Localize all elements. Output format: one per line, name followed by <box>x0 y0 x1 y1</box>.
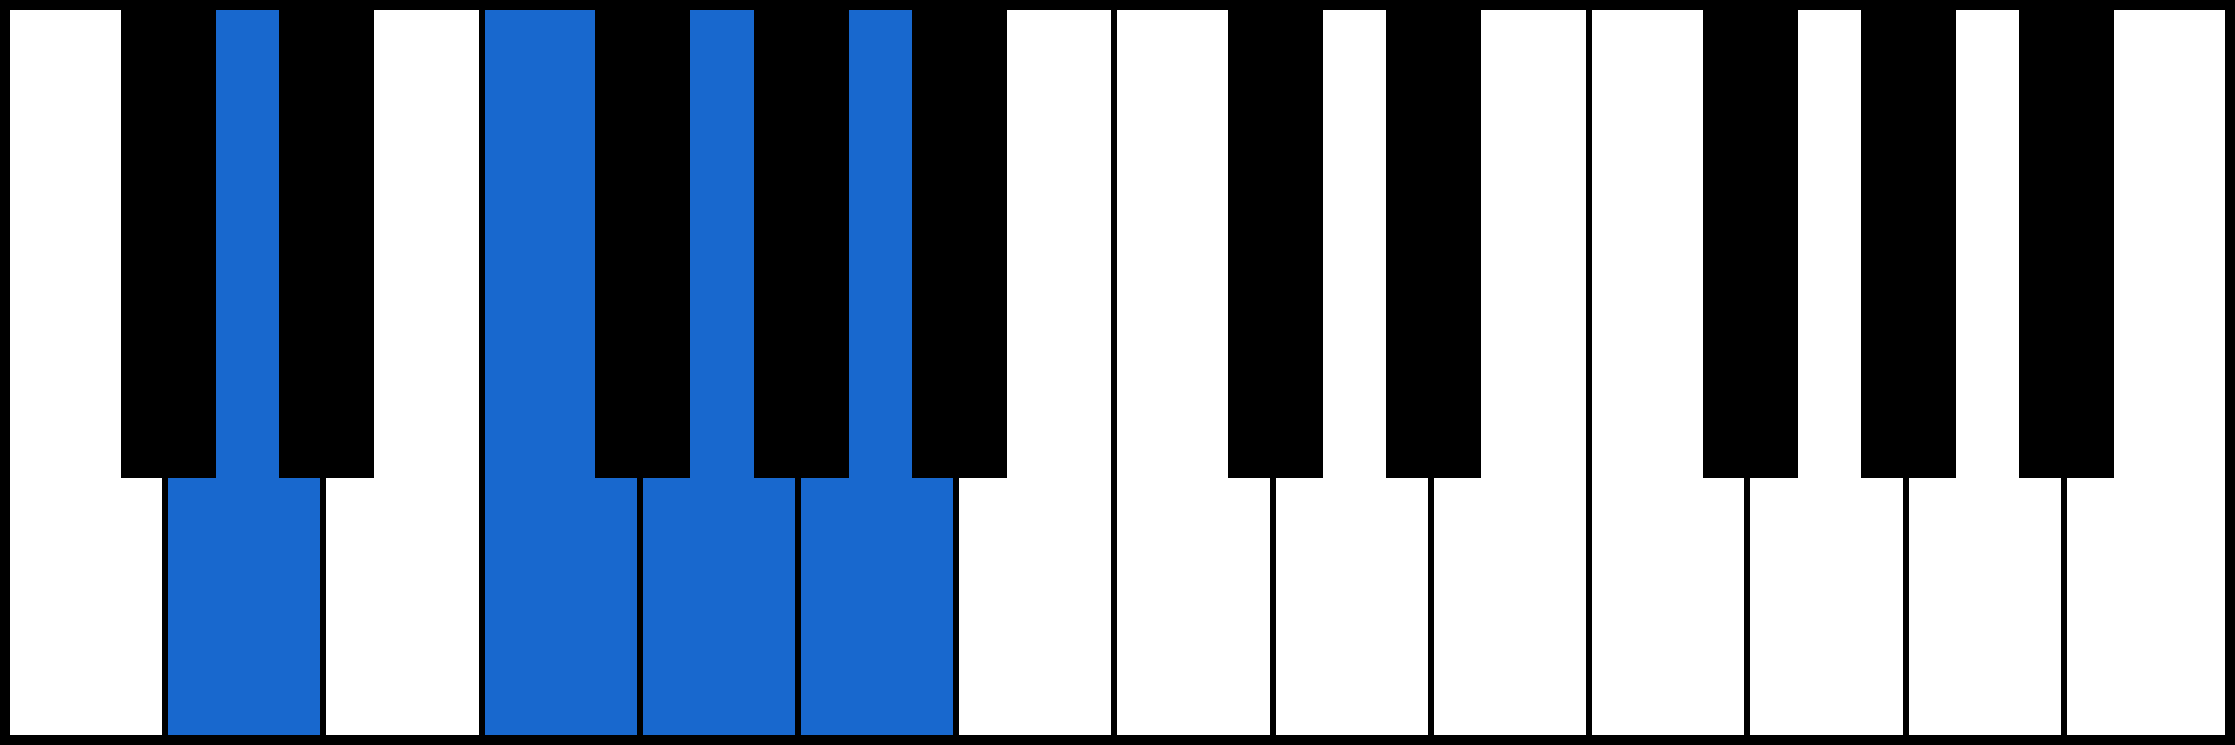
black-key-csharp2 <box>1228 10 1323 478</box>
black-key-csharp1 <box>121 10 216 478</box>
black-key-gsharp1 <box>754 10 849 478</box>
black-key-fsharp1 <box>595 10 690 478</box>
black-key-asharp2 <box>2019 10 2114 478</box>
black-key-dsharp1 <box>279 10 374 478</box>
black-key-gsharp2 <box>1861 10 1956 478</box>
black-key-fsharp2 <box>1703 10 1798 478</box>
piano-keyboard <box>0 0 2235 745</box>
black-key-dsharp2 <box>1386 10 1481 478</box>
black-key-asharp1 <box>912 10 1007 478</box>
